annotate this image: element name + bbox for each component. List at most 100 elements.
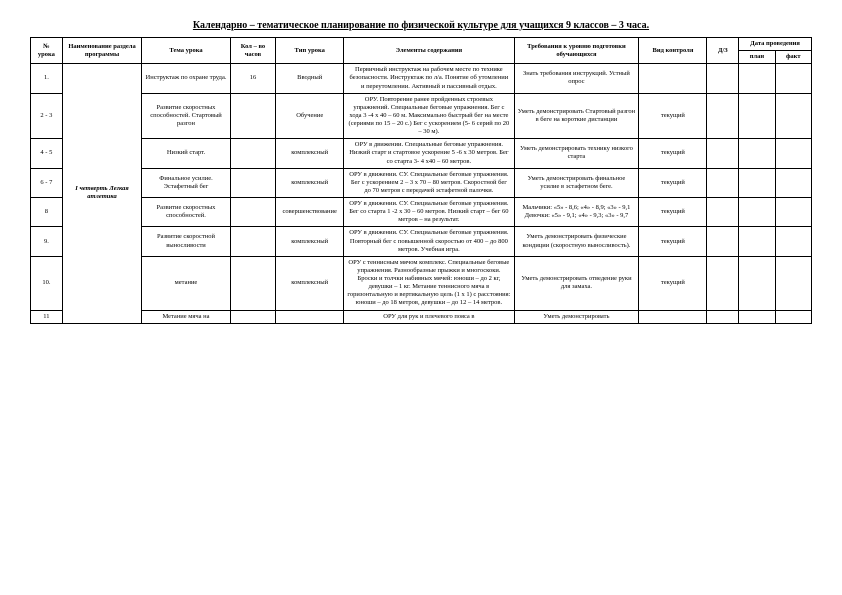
col-homework: Д/З <box>707 38 739 64</box>
cell-requirements: Знать требования инструкций. Устный опро… <box>514 64 639 93</box>
cell-plan <box>739 168 775 197</box>
col-qty: Кол – во часов <box>230 38 275 64</box>
col-fact: факт <box>775 51 811 64</box>
cell-type: комплексный <box>276 227 344 256</box>
table-row: 6 - 7Финальное усилие. Эстафетный бегком… <box>31 168 812 197</box>
cell-elements: ОРУ в движении. СУ. Специальные беговые … <box>344 168 514 197</box>
cell-qty <box>230 168 275 197</box>
cell-type <box>276 310 344 323</box>
col-section: Наименование раздела программы <box>62 38 141 64</box>
cell-elements: ОРУ с теннисным мячом комплекс. Специаль… <box>344 256 514 310</box>
cell-control: текущий <box>639 168 707 197</box>
cell-section: I четверть Легкая атлетика <box>62 64 141 323</box>
cell-elements: ОРУ в движении. СУ. Специальные беговые … <box>344 227 514 256</box>
cell-elements: ОРУ для рук и плечевого пояса в <box>344 310 514 323</box>
cell-qty <box>230 227 275 256</box>
cell-plan <box>739 64 775 93</box>
header-row-1: № урока Наименование раздела программы Т… <box>31 38 812 51</box>
cell-requirements: Мальчики: «5» - 8,6; «4» - 8,9; «3» - 9,… <box>514 198 639 227</box>
col-plan: план <box>739 51 775 64</box>
cell-control: текущий <box>639 139 707 168</box>
cell-fact <box>775 64 811 93</box>
col-requirements: Требования к уровню подготовки обучающих… <box>514 38 639 64</box>
page-title: Календарно – тематическое планирование п… <box>30 20 812 31</box>
cell-plan <box>739 93 775 139</box>
cell-homework <box>707 256 739 310</box>
cell-plan <box>739 227 775 256</box>
col-type: Тип урока <box>276 38 344 64</box>
cell-fact <box>775 168 811 197</box>
cell-theme: Финальное усилие. Эстафетный бег <box>142 168 231 197</box>
cell-control: текущий <box>639 93 707 139</box>
cell-control <box>639 310 707 323</box>
cell-elements: ОРУ в движении. СУ. Специальные беговые … <box>344 198 514 227</box>
cell-qty <box>230 256 275 310</box>
cell-fact <box>775 198 811 227</box>
cell-num: 9. <box>31 227 63 256</box>
cell-homework <box>707 198 739 227</box>
cell-homework <box>707 227 739 256</box>
table-row: 4 - 5 Низкий старт. комплексныйОРУ в движе… <box>31 139 812 168</box>
cell-fact <box>775 139 811 168</box>
cell-homework <box>707 139 739 168</box>
cell-qty: 16 <box>230 64 275 93</box>
col-elements: Элементы содержания <box>344 38 514 64</box>
cell-theme: Развитие скоростных способностей. Старто… <box>142 93 231 139</box>
cell-plan <box>739 310 775 323</box>
cell-num: 1. <box>31 64 63 93</box>
cell-type: совершенствование <box>276 198 344 227</box>
cell-plan <box>739 139 775 168</box>
cell-elements: ОРУ в движении. Специальные беговые упра… <box>344 139 514 168</box>
cell-elements: ОРУ. Повторение ранее пройденных строевы… <box>344 93 514 139</box>
cell-requirements: Уметь демонстрировать Стартовый разгон в… <box>514 93 639 139</box>
cell-homework <box>707 64 739 93</box>
cell-theme: метание <box>142 256 231 310</box>
cell-qty <box>230 93 275 139</box>
cell-theme: Метание мяча на <box>142 310 231 323</box>
cell-plan <box>739 256 775 310</box>
cell-num: 2 - 3 <box>31 93 63 139</box>
cell-qty <box>230 198 275 227</box>
table-row: 9.Развитие скоростной выносливостикомпле… <box>31 227 812 256</box>
cell-theme: Низкий старт. <box>142 139 231 168</box>
cell-homework <box>707 168 739 197</box>
cell-num: 10. <box>31 256 63 310</box>
col-date: Дата проведения <box>739 38 812 51</box>
col-theme: Тема урока <box>142 38 231 64</box>
cell-fact <box>775 227 811 256</box>
cell-requirements: Уметь демонстрировать <box>514 310 639 323</box>
cell-type: комплексный <box>276 168 344 197</box>
cell-type: Обучение <box>276 93 344 139</box>
cell-fact <box>775 93 811 139</box>
table-row: 2 - 3 Развитие скоростных способностей. С… <box>31 93 812 139</box>
cell-qty <box>230 139 275 168</box>
cell-requirements: Уметь демонстрировать технику низкого ст… <box>514 139 639 168</box>
cell-theme: Развитие скоростных способностей. <box>142 198 231 227</box>
col-control: Вид контроля <box>639 38 707 64</box>
cell-requirements: Уметь демонстрировать физические кондици… <box>514 227 639 256</box>
cell-elements: Первичный инструктаж на рабочем месте по… <box>344 64 514 93</box>
table-row: 8 Развитие скоростных способностей. соверш… <box>31 198 812 227</box>
cell-control: текущий <box>639 198 707 227</box>
table-row: 1.I четверть Легкая атлетикаИнструктаж п… <box>31 64 812 93</box>
cell-control: текущий <box>639 256 707 310</box>
cell-homework <box>707 93 739 139</box>
cell-num: 8 <box>31 198 63 227</box>
cell-homework <box>707 310 739 323</box>
cell-theme: Инструктаж по охране труда. <box>142 64 231 93</box>
cell-type: Вводный <box>276 64 344 93</box>
cell-requirements: Уметь демонстрировать финальное усилие в… <box>514 168 639 197</box>
cell-control: текущий <box>639 227 707 256</box>
table-row: 11 Метание мяча на ОРУ для рук и плечевого… <box>31 310 812 323</box>
cell-requirements: Уметь демонстрировать отведение руки для… <box>514 256 639 310</box>
cell-control <box>639 64 707 93</box>
cell-type: комплексный <box>276 256 344 310</box>
cell-num: 4 - 5 <box>31 139 63 168</box>
cell-fact <box>775 310 811 323</box>
cell-num: 11 <box>31 310 63 323</box>
cell-fact <box>775 256 811 310</box>
col-num: № урока <box>31 38 63 64</box>
cell-type: комплексный <box>276 139 344 168</box>
planning-table: № урока Наименование раздела программы Т… <box>30 37 812 324</box>
cell-qty <box>230 310 275 323</box>
